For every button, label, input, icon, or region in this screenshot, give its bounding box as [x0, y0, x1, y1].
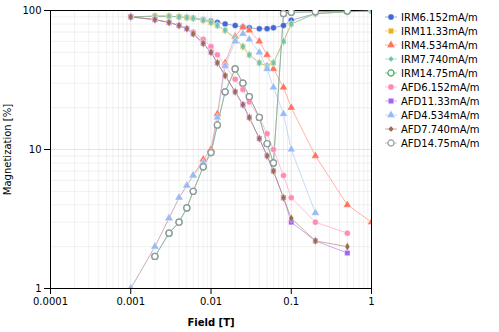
svg-text:0.1: 0.1: [283, 296, 299, 307]
html-text:AFD4.534mA/m: AFD4.534mA/m: [401, 109, 480, 121]
html-text:IRM14.75mA/m: IRM14.75mA/m: [401, 67, 478, 79]
html-text:AFD6.152mA/m: AFD6.152mA/m: [401, 81, 480, 93]
svg-text:100: 100: [22, 5, 41, 16]
html-text:IRM7.740mA/m: IRM7.740mA/m: [401, 53, 478, 65]
html-text:AFD14.75mA/m: AFD14.75mA/m: [401, 137, 480, 149]
svg-text:0.01: 0.01: [200, 296, 222, 307]
svg-text:Magnetization [%]: Magnetization [%]: [2, 104, 13, 195]
svg-text:Field [T]: Field [T]: [187, 317, 234, 328]
html-text:IRM4.534mA/m: IRM4.534mA/m: [401, 39, 478, 51]
html-text:IRM6.152mA/m: IRM6.152mA/m: [401, 11, 478, 23]
svg-text:0.001: 0.001: [116, 296, 145, 307]
svg-text:10: 10: [29, 144, 42, 155]
svg-text:0.0001: 0.0001: [33, 296, 68, 307]
svg-text:1: 1: [35, 283, 41, 294]
svg-text:1: 1: [368, 296, 374, 307]
html-text:AFD11.33mA/m: AFD11.33mA/m: [401, 95, 480, 107]
html-text:AFD7.740mA/m: AFD7.740mA/m: [401, 123, 480, 135]
html-text:IRM11.33mA/m: IRM11.33mA/m: [401, 25, 478, 37]
